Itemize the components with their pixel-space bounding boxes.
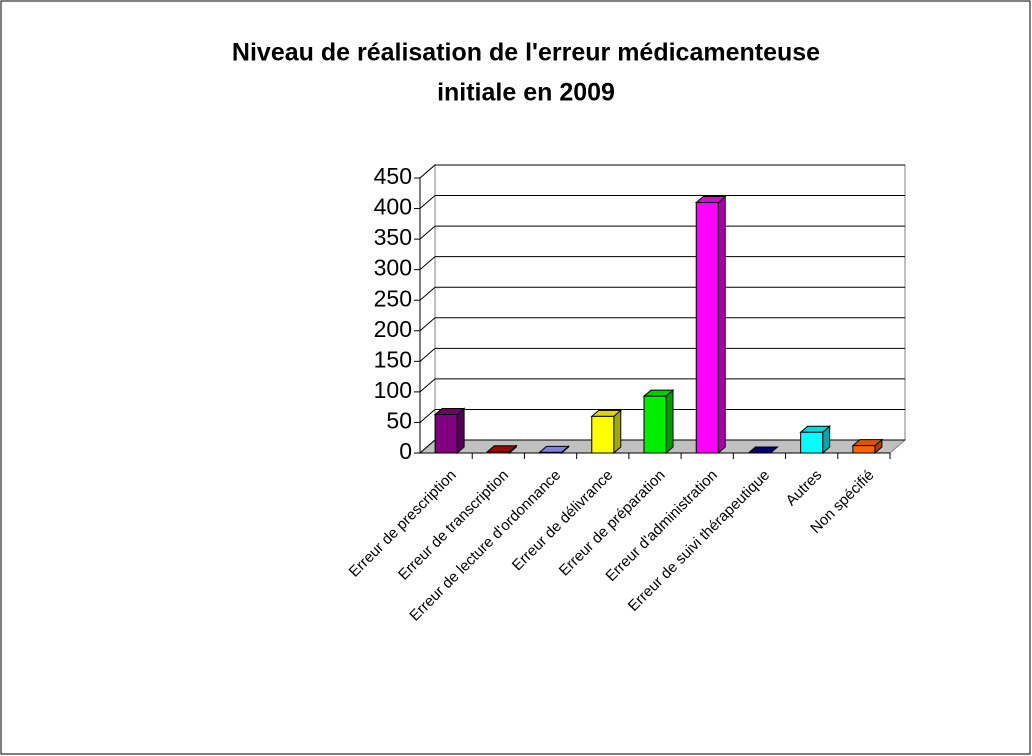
bar-front (539, 451, 563, 454)
bar-front (591, 415, 615, 454)
grid-line (419, 195, 436, 209)
grid-line (419, 286, 436, 301)
bar-top-shade (800, 426, 830, 433)
bar-side-shade (718, 196, 726, 453)
bar-side-shade (457, 408, 465, 453)
bar (590, 409, 623, 455)
y-tick-label: 150 (374, 346, 412, 372)
bar-top-shade (748, 447, 778, 453)
bar (642, 389, 675, 455)
bar-side-shade (613, 410, 621, 453)
grid-line (419, 378, 436, 393)
bar-front (643, 395, 667, 454)
bar-top-shade (539, 446, 569, 453)
bar (433, 407, 466, 455)
side-wall (419, 163, 436, 455)
bar (747, 446, 779, 454)
chart-title: Niveau de réalisation de l'erreur médica… (232, 39, 820, 67)
x-tick-label: Autres (783, 467, 826, 510)
bar (799, 425, 832, 455)
y-tick-label: 50 (386, 408, 412, 434)
bar-top-shade (696, 196, 726, 203)
y-tick-label: 400 (374, 194, 412, 220)
y-tick-label: 250 (374, 285, 412, 311)
bar-top-shade (591, 410, 621, 417)
bar (538, 445, 570, 455)
bar-front (695, 201, 719, 454)
bar-side-shade (666, 390, 673, 453)
chart-title: initiale en 2009 (437, 79, 615, 107)
grid-line (419, 225, 436, 240)
grid-line (419, 439, 436, 454)
y-tick-label: 0 (399, 438, 412, 464)
bar-top-shade (435, 408, 465, 415)
y-tick-label: 350 (374, 224, 412, 250)
y-tick-label: 450 (374, 163, 412, 189)
bar-side-shade (822, 426, 830, 453)
grid-line (419, 317, 436, 332)
bar-front (852, 445, 876, 454)
bar-front (434, 414, 458, 454)
bar-front (486, 451, 510, 454)
bar-top-shade (852, 439, 882, 446)
bar (694, 195, 727, 455)
bar-side-shade (874, 439, 882, 453)
grid-line (419, 409, 436, 423)
x-tick-label: Erreur de délivrance (509, 467, 617, 575)
grid-line (419, 347, 436, 362)
bar-top-shade (487, 445, 517, 452)
grid-line (419, 164, 436, 179)
bar (851, 438, 884, 455)
bar (485, 444, 518, 455)
y-tick-label: 100 (374, 377, 412, 403)
bar-front (800, 431, 824, 454)
y-tick-label: 200 (374, 316, 412, 342)
grid-line (419, 256, 436, 271)
y-tick-label: 300 (374, 255, 412, 281)
bar-top-shade (644, 390, 673, 397)
